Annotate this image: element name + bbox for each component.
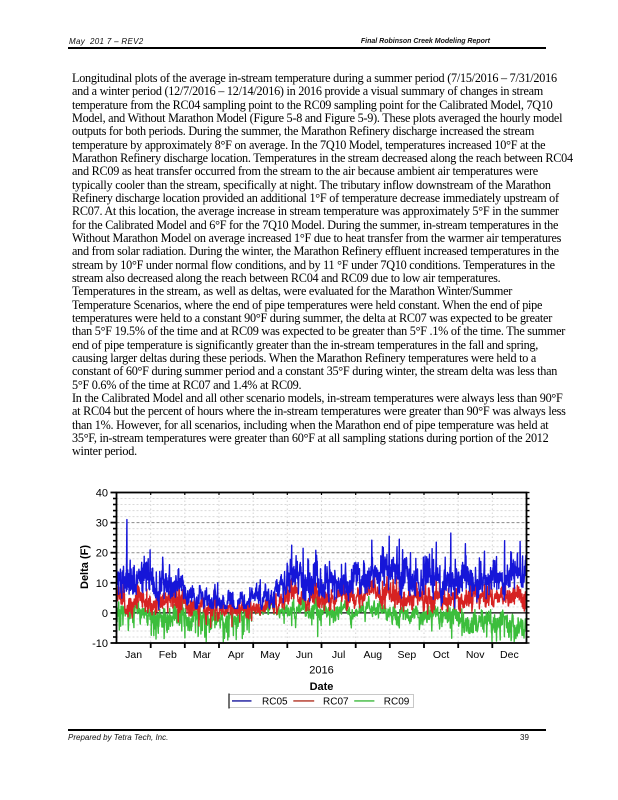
svg-text:30: 30 — [96, 518, 108, 530]
svg-text:RC05: RC05 — [262, 696, 288, 707]
svg-text:-10: -10 — [92, 638, 108, 650]
svg-text:Apr: Apr — [228, 649, 245, 661]
svg-text:10: 10 — [96, 578, 108, 590]
svg-text:Oct: Oct — [433, 649, 449, 661]
svg-text:Mar: Mar — [193, 649, 212, 661]
svg-text:Jun: Jun — [296, 649, 313, 661]
svg-text:0: 0 — [102, 608, 108, 620]
svg-text:Sep: Sep — [398, 649, 417, 661]
svg-text:RC09: RC09 — [384, 696, 410, 707]
svg-text:2016: 2016 — [309, 665, 333, 677]
svg-text:Aug: Aug — [363, 649, 382, 661]
svg-text:Date: Date — [310, 681, 334, 693]
svg-text:RC07: RC07 — [323, 696, 349, 707]
svg-text:Feb: Feb — [159, 649, 177, 661]
svg-text:May: May — [260, 649, 281, 661]
svg-text:Delta (F): Delta (F) — [79, 545, 91, 589]
svg-text:Jul: Jul — [332, 649, 345, 661]
svg-text:Nov: Nov — [466, 649, 485, 661]
svg-text:Dec: Dec — [500, 649, 519, 661]
svg-text:20: 20 — [96, 548, 108, 560]
svg-text:Jan: Jan — [125, 649, 142, 661]
svg-text:40: 40 — [96, 488, 108, 500]
